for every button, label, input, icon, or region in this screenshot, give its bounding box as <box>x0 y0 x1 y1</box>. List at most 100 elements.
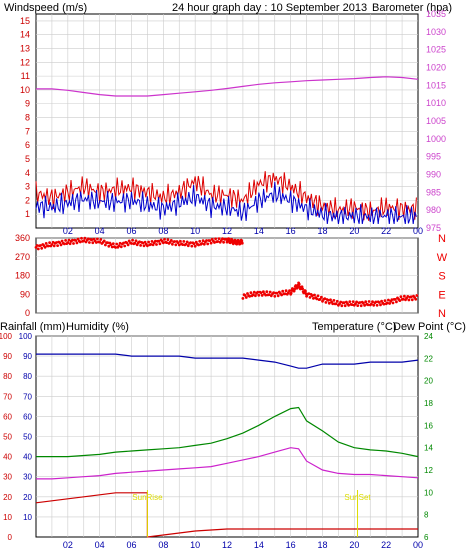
direction-point <box>395 300 398 304</box>
direction-point <box>315 297 319 301</box>
rain-y-tick-label: 60 <box>3 412 12 421</box>
temperature-axis-title: Temperature (°C) <box>312 321 396 333</box>
rain-y-tick-label: 30 <box>3 473 12 482</box>
direction-point <box>44 242 48 245</box>
wind-x-tick-label: 18 <box>317 226 327 236</box>
direction-point <box>221 237 224 241</box>
direction-point <box>312 297 315 300</box>
direction-point <box>122 241 125 245</box>
direction-point <box>406 295 410 298</box>
temperature-y-tick-label: 6 <box>424 533 429 542</box>
direction-point <box>83 236 87 240</box>
direction-point <box>98 240 102 244</box>
direction-point <box>379 303 382 307</box>
direction-point <box>350 303 354 306</box>
direction-point <box>399 295 403 299</box>
baro-y-tick-label: 980 <box>426 205 441 215</box>
direction-point <box>257 293 261 297</box>
direction-point <box>111 242 115 246</box>
direction-point <box>407 298 411 302</box>
temp-x-tick-label: 08 <box>158 540 168 550</box>
baro-y-tick-label: 1015 <box>426 80 446 90</box>
direction-point <box>362 301 365 305</box>
direction-point <box>259 291 263 295</box>
direction-point <box>390 298 394 301</box>
baro-y-tick-label: 1000 <box>426 134 446 144</box>
direction-point <box>102 239 106 243</box>
baro-y-tick-label: 975 <box>426 223 441 233</box>
direction-point <box>329 298 332 302</box>
direction-point <box>359 304 363 308</box>
humidity-y-tick-label: 10 <box>23 513 32 522</box>
direction-point <box>104 243 107 247</box>
direction-point <box>248 294 252 298</box>
direction-point <box>296 286 299 290</box>
direction-y-tick-label: 0 <box>25 308 30 318</box>
direction-point <box>51 240 55 244</box>
direction-point <box>371 300 374 303</box>
direction-point <box>313 293 316 297</box>
direction-point <box>398 299 402 302</box>
direction-point <box>206 242 210 246</box>
direction-point <box>318 297 322 301</box>
direction-point <box>74 239 78 242</box>
humidity-y-tick-label: 80 <box>23 372 32 381</box>
direction-point <box>262 290 265 294</box>
direction-point <box>414 297 418 301</box>
direction-point <box>272 291 275 294</box>
barometer-line <box>36 76 419 97</box>
direction-point <box>117 244 121 248</box>
direction-point <box>347 303 350 307</box>
direction-point <box>71 238 74 242</box>
compass-label: N <box>438 308 446 320</box>
direction-point <box>260 294 264 297</box>
direction-point <box>244 296 248 299</box>
direction-point <box>363 304 366 307</box>
direction-point <box>133 241 137 245</box>
direction-point <box>284 289 288 293</box>
temperature-y-tick-label: 16 <box>424 421 433 430</box>
wind-x-tick-label: 10 <box>190 226 200 236</box>
direction-point <box>201 239 205 243</box>
direction-point <box>214 237 218 241</box>
rain-y-tick-label: 100 <box>0 332 13 341</box>
temp-x-tick-label: 06 <box>126 540 136 550</box>
temp-x-tick-label: 20 <box>349 540 359 550</box>
temp-x-tick-label: 16 <box>286 540 296 550</box>
baro-y-tick-label: 990 <box>426 170 441 180</box>
direction-point <box>165 241 169 245</box>
temp-x-tick-label: 10 <box>190 540 200 550</box>
direction-point <box>366 303 370 307</box>
direction-point <box>185 240 189 244</box>
direction-point <box>351 300 355 303</box>
direction-point <box>403 294 406 298</box>
wind-x-tick-label: 12 <box>222 226 232 236</box>
compass-label: N <box>438 233 446 245</box>
direction-point <box>375 303 379 307</box>
direction-point <box>56 244 59 248</box>
wind-y-tick-label: 7 <box>25 126 30 136</box>
direction-point <box>281 289 285 293</box>
direction-point <box>114 246 117 249</box>
wind-y-tick-label: 2 <box>25 195 30 205</box>
direction-point <box>388 302 391 305</box>
direction-point <box>332 299 336 302</box>
direction-point <box>115 242 119 246</box>
wind-x-tick-label: 00 <box>413 226 423 236</box>
direction-point <box>208 239 212 243</box>
direction-y-tick-label: 270 <box>15 252 30 262</box>
direction-point <box>320 295 323 299</box>
direction-point <box>47 244 50 248</box>
direction-point <box>176 241 180 245</box>
direction-point <box>48 241 51 245</box>
direction-point <box>249 291 253 295</box>
direction-point <box>174 243 178 247</box>
humidity-y-tick-label: 20 <box>23 493 32 502</box>
direction-y-tick-label: 90 <box>20 289 30 299</box>
direction-point <box>374 300 378 304</box>
direction-point <box>149 243 153 246</box>
direction-point <box>88 241 91 244</box>
wind-y-tick-label: 3 <box>25 182 30 192</box>
compass-label: W <box>437 252 448 264</box>
rain-y-tick-label: 40 <box>3 453 12 462</box>
